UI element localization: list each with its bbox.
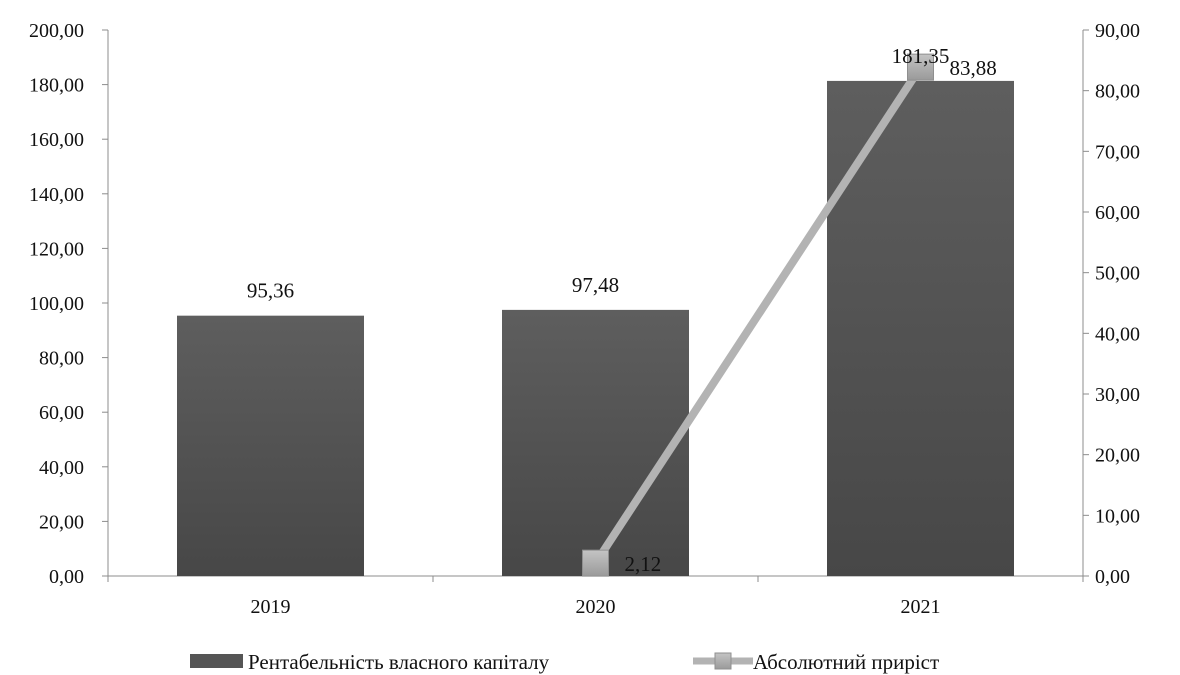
line-marker-2020 (582, 549, 609, 577)
bar-series (177, 80, 1014, 577)
legend-swatch-marker (714, 652, 732, 670)
bar-2020 (502, 309, 689, 576)
right-axis-tick-label: 40,00 (1095, 323, 1140, 345)
bar-data-label: 95,36 (247, 279, 294, 303)
line-path (592, 64, 924, 566)
left-axis-tick-label: 140,00 (29, 184, 84, 206)
legend-label-bar: Рентабельність власного капіталу (248, 650, 550, 674)
legend: Рентабельність власного капіталу Абсолютн… (190, 650, 939, 674)
bar-data-label: 181,35 (892, 44, 950, 68)
right-axis-tick-label: 10,00 (1095, 505, 1140, 527)
right-axis-tick-label: 80,00 (1095, 81, 1140, 103)
left-axis-tick-label: 120,00 (29, 238, 84, 260)
bar-data-label: 97,48 (572, 273, 619, 297)
left-axis-tick-label: 160,00 (29, 129, 84, 151)
left-axis-tick-label: 200,00 (29, 20, 84, 42)
line-marker-2021 (907, 53, 934, 81)
left-axis-tick-label: 80,00 (39, 348, 84, 370)
right-axis-tick-label: 70,00 (1095, 141, 1140, 163)
axes: 0,00 20,00 40,00 60,00 80,00 100,00 120,00 140,… (29, 20, 1140, 618)
x-axis-tick-label: 2021 (901, 596, 941, 618)
right-axis-tick-label: 30,00 (1095, 384, 1140, 406)
left-axis-tick-label: 40,00 (39, 457, 84, 479)
right-axis-tick-label: 50,00 (1095, 263, 1140, 285)
right-axis-tick-label: 60,00 (1095, 202, 1140, 224)
x-axis-tick-label: 2020 (576, 596, 616, 618)
data-labels: 95,36 97,48 181,35 2,12 83,88 (247, 44, 997, 576)
line-series (582, 53, 934, 577)
left-axis-tick-label: 100,00 (29, 293, 84, 315)
line-data-label: 83,88 (950, 56, 997, 80)
left-axis-tick-label: 0,00 (49, 566, 84, 588)
x-axis-tick-label: 2019 (251, 596, 291, 618)
left-axis-tick-label: 20,00 (39, 511, 84, 533)
line-data-label: 2,12 (625, 552, 662, 576)
bar-2021 (827, 80, 1014, 577)
legend-label-line: Абсолютний приріст (753, 650, 939, 674)
legend-swatch-bar (190, 654, 243, 668)
right-axis-tick-label: 0,00 (1095, 566, 1130, 588)
left-axis-tick-label: 180,00 (29, 75, 84, 97)
left-axis-tick-label: 60,00 (39, 402, 84, 424)
bar-2019 (177, 315, 364, 576)
right-axis-tick-label: 20,00 (1095, 445, 1140, 467)
right-axis-tick-label: 90,00 (1095, 20, 1140, 42)
